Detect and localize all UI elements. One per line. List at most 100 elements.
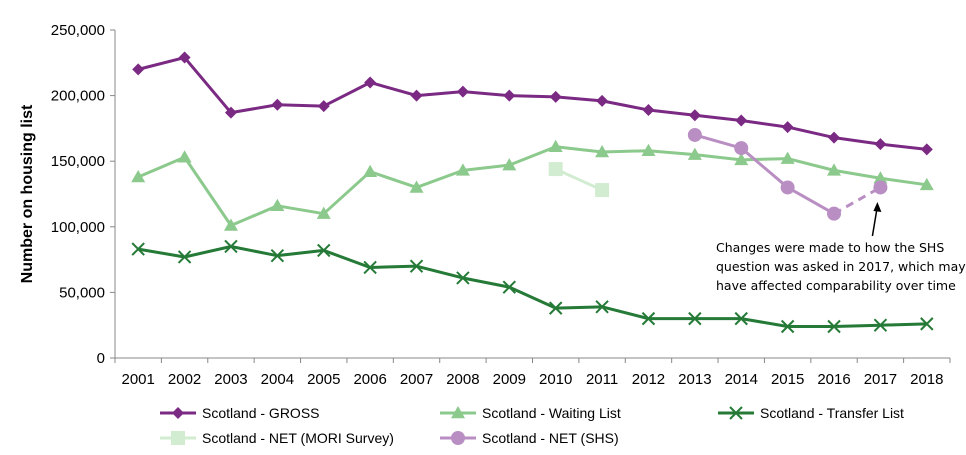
legend-swatch-marker	[172, 407, 184, 419]
data-point	[455, 163, 470, 176]
data-point	[734, 141, 749, 156]
series-line	[694, 133, 835, 215]
data-point	[502, 280, 517, 294]
y-tick-label: 0	[97, 350, 105, 367]
legend-swatch-marker	[729, 406, 743, 420]
data-point	[596, 94, 609, 107]
legend-swatch-marker	[171, 431, 185, 445]
annotation-text: have affected comparability over time	[716, 278, 956, 293]
data-point	[177, 250, 192, 264]
data-point	[828, 131, 841, 144]
data-point	[781, 121, 794, 134]
data-point	[409, 259, 424, 273]
series-line	[555, 167, 603, 192]
data-point	[687, 127, 702, 142]
data-point	[734, 152, 749, 166]
data-point	[641, 143, 656, 156]
data-point	[920, 143, 933, 156]
data-point	[270, 198, 285, 212]
x-tick-label: 2003	[214, 371, 247, 388]
data-point	[827, 319, 841, 334]
y-tick-label: 150,000	[51, 153, 105, 170]
axes: 0 50,000 100,000 150,000 200,000 250,000 2001 2…	[19, 22, 951, 388]
legend-item-scotland-transfer-list: Scotland - Transfer List	[718, 405, 904, 421]
legend-label: Scotland - NET (MORI Survey)	[202, 430, 394, 446]
data-point	[780, 319, 795, 334]
data-point	[224, 239, 238, 254]
data-point	[874, 138, 887, 151]
x-tick-label: 2016	[817, 371, 850, 388]
x-tick-label: 2012	[632, 371, 665, 388]
data-point	[271, 98, 284, 111]
data-point	[363, 164, 378, 177]
legend-item-scotland-waiting-list: Scotland - Waiting List	[440, 405, 621, 421]
legend-label: Scotland - Transfer List	[760, 405, 904, 421]
data-point	[409, 180, 424, 193]
data-point	[595, 145, 610, 158]
data-point	[131, 169, 146, 183]
x-tick-label: 2011	[586, 371, 618, 388]
series-line	[137, 244, 927, 329]
data-point	[641, 311, 656, 326]
data-point	[317, 100, 330, 113]
data-point	[223, 218, 238, 231]
data-point	[548, 301, 563, 315]
data-point	[642, 104, 655, 117]
legend-item-scotland-net-mori-survey: Scotland - NET (MORI Survey)	[160, 430, 394, 446]
x-tick-label: 2010	[539, 371, 572, 388]
y-tick-label: 250,000	[51, 22, 105, 39]
legend-label: Scotland - Waiting List	[482, 405, 621, 421]
x-tick-label: 2001	[122, 371, 155, 388]
annotation: Changes were made to how the SHS question…	[716, 202, 966, 293]
data-point	[549, 90, 562, 103]
x-tick-label: 2009	[493, 371, 526, 388]
x-tick-label: 2018	[910, 371, 943, 388]
data-point	[780, 180, 795, 195]
data-point	[503, 89, 516, 102]
y-tick-label: 100,000	[51, 219, 105, 236]
series-line-dashed	[833, 186, 882, 215]
data-point	[920, 317, 934, 331]
data-point	[456, 271, 470, 285]
series-line	[137, 145, 928, 227]
legend: Scotland - GROSS Scotland - Waiting List S…	[160, 405, 904, 446]
legend-item-scotland-gross: Scotland - GROSS	[160, 405, 320, 421]
x-tick-label: 2007	[400, 371, 433, 388]
data-point	[224, 106, 237, 119]
data-point	[734, 311, 748, 326]
data-point	[502, 158, 517, 171]
data-point	[687, 147, 702, 160]
data-point	[688, 311, 702, 326]
series-layer	[131, 51, 934, 334]
series-scotland-net-mori-survey	[548, 162, 610, 198]
series-line	[137, 56, 927, 151]
data-point	[873, 180, 888, 195]
data-point	[688, 109, 701, 122]
data-point	[595, 183, 610, 198]
y-axis-title: Number on housing list	[19, 104, 36, 283]
x-tick-label: 2005	[307, 371, 340, 388]
data-point	[456, 85, 469, 98]
x-tick-label: 2013	[678, 371, 711, 388]
data-point	[178, 51, 191, 64]
legend-swatch-marker	[451, 431, 465, 445]
x-tick-label: 2017	[864, 371, 897, 388]
legend-swatch-marker	[451, 406, 465, 419]
data-point	[595, 300, 609, 314]
legend-label: Scotland - GROSS	[202, 405, 320, 421]
series-scotland-transfer-list	[131, 239, 934, 334]
x-tick-label: 2006	[353, 371, 386, 388]
legend-item-scotland-net-shs: Scotland - NET (SHS)	[440, 430, 619, 446]
data-point	[735, 114, 748, 127]
x-tick-label: 2015	[771, 371, 804, 388]
data-point	[317, 243, 331, 258]
data-point	[919, 177, 934, 191]
data-point	[548, 162, 563, 177]
data-point	[780, 151, 795, 164]
x-tick-label: 2002	[168, 371, 201, 388]
x-tick-label: 2008	[446, 371, 479, 388]
series-scotland-net-shs	[687, 127, 888, 221]
data-point	[177, 150, 192, 163]
